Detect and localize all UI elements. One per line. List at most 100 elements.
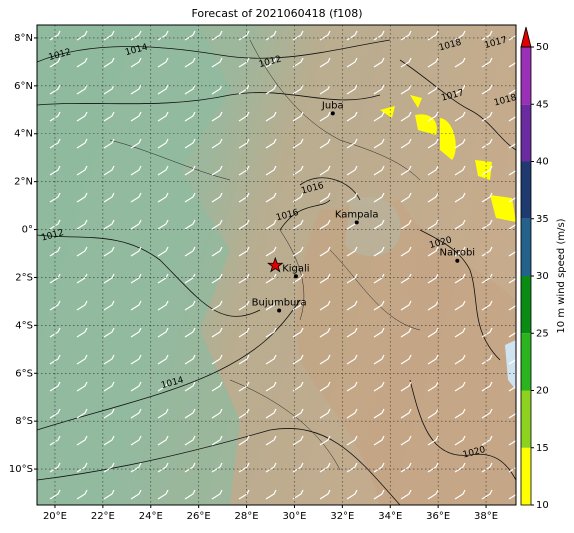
wind-barb [184, 138, 196, 149]
wind-barb [130, 84, 142, 95]
colorbar-tick-label: 15 [536, 443, 549, 454]
wind-barb [76, 219, 88, 230]
wind-barb [319, 219, 331, 230]
wind-barb [211, 300, 223, 311]
colorbar-tick-label: 20 [536, 386, 549, 397]
wind-barb [481, 165, 493, 176]
wind-barb [373, 435, 385, 446]
x-tick-label: 38°E [474, 511, 498, 522]
wind-barb [508, 196, 516, 203]
wind-barb [157, 192, 169, 203]
wind-barb [373, 219, 385, 230]
wind-barb [211, 327, 223, 338]
wind-barb [157, 138, 169, 149]
wind-barb [103, 138, 115, 149]
title: Forecast of 2021060418 (f108) [191, 7, 362, 20]
wind-barb [130, 381, 142, 392]
wind-barb [454, 462, 466, 473]
wind-barb [346, 165, 358, 176]
wind-barb [211, 138, 223, 149]
wind-barb [157, 84, 169, 95]
wind-barb [481, 300, 493, 311]
wind-barb [103, 165, 115, 176]
wind-barb [346, 192, 358, 203]
wind-barb [265, 219, 277, 230]
wind-barb [346, 408, 358, 419]
wind-barb [481, 354, 493, 365]
city-dot [293, 274, 298, 279]
wind-barb [427, 300, 439, 311]
wind-barb [292, 408, 304, 419]
wind-barb [400, 219, 412, 230]
wind-barb [400, 192, 412, 203]
wind-barb [211, 57, 223, 68]
highland [296, 200, 516, 505]
wind-barb [319, 246, 331, 257]
wind-barb [49, 327, 61, 338]
x-tick-label: 24°E [139, 511, 163, 522]
wind-barb [265, 84, 277, 95]
wind-barb [373, 381, 385, 392]
wind-barb [238, 30, 250, 41]
wind-barb [481, 30, 493, 41]
wind-barb [76, 84, 88, 95]
wind-barb [211, 30, 223, 41]
wind-barb [49, 273, 61, 284]
wind-barb [76, 30, 88, 41]
wind-barb [103, 435, 115, 446]
wind-barb [346, 462, 358, 473]
colorbar-band [521, 390, 531, 448]
city-label: Juba [321, 100, 344, 111]
wind-barb [454, 138, 466, 149]
wind-barb [157, 30, 169, 41]
wind-barb [481, 408, 493, 419]
wind-barb [481, 462, 493, 473]
wind-barb [49, 165, 61, 176]
wind-barb [454, 165, 466, 176]
wind-barb [319, 408, 331, 419]
wind-barb [157, 219, 169, 230]
wind-barb [292, 327, 304, 338]
wind-barb [130, 462, 142, 473]
wind-barb [292, 111, 304, 122]
wind-barb [265, 57, 277, 68]
y-tick-label: 8°N [14, 33, 33, 44]
wind-barb [373, 489, 385, 500]
wind-barb [238, 462, 250, 473]
wind-barb [481, 84, 493, 95]
wind-barb [103, 327, 115, 338]
wind-barb [211, 84, 223, 95]
location-marker [267, 256, 284, 273]
wind-barb [238, 273, 250, 284]
wind-barb [265, 246, 277, 257]
wind-barb [211, 246, 223, 257]
wind-barb [76, 165, 88, 176]
wind-barb [49, 489, 61, 500]
y-tick-label: 6°N [14, 81, 33, 92]
y-tick-label: 8°S [15, 416, 33, 427]
wind-barb [427, 219, 439, 230]
wind-barb [76, 111, 88, 122]
wind-barb [184, 192, 196, 203]
wind-barb [265, 435, 277, 446]
wind-barb [211, 354, 223, 365]
wind-barb [238, 192, 250, 203]
wind-barb [508, 88, 516, 95]
wind-barb [292, 381, 304, 392]
wind-barb [265, 111, 277, 122]
wind-barb [481, 246, 493, 257]
wind-barb [130, 246, 142, 257]
wind-barb [130, 30, 142, 41]
wind-barb [184, 84, 196, 95]
border [109, 39, 421, 471]
wind-barb [265, 192, 277, 203]
wind-barb [157, 462, 169, 473]
wind-barb [427, 381, 439, 392]
city-label: Bujumbura [252, 298, 307, 309]
x-tick-label: 30°E [282, 511, 306, 522]
wind-barb [319, 273, 331, 284]
wind-barb [373, 408, 385, 419]
wind-barb [76, 300, 88, 311]
wind-barb [400, 327, 412, 338]
wind-barb [373, 354, 385, 365]
